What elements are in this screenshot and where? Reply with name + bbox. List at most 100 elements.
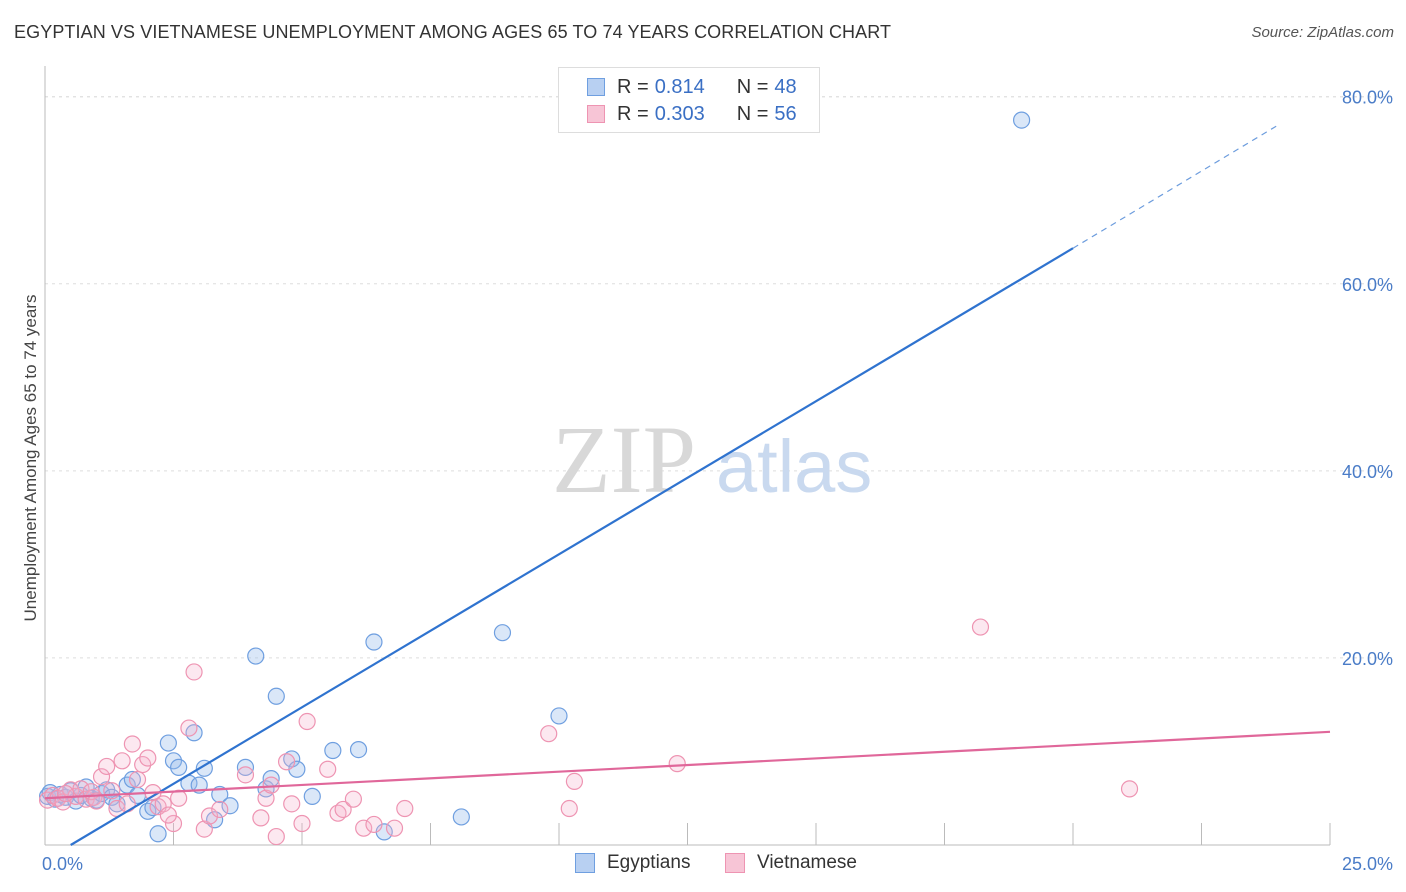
vietnamese-point-34: [277, 753, 296, 771]
vietnamese-point-33: [267, 827, 285, 846]
vietnamese-point-13: [113, 752, 131, 770]
series-legend: Egyptians Vietnamese: [0, 852, 1406, 878]
watermark-atlas: atlas: [716, 425, 872, 508]
vietnamese-point-35: [283, 795, 301, 813]
vietnamese-point-40: [334, 800, 352, 819]
vietnamese-point-46: [540, 725, 558, 743]
egyptians-point-46: [1012, 111, 1031, 129]
legend-n-value: 56: [774, 102, 797, 125]
y-tick-label-0: 20.0%: [1342, 649, 1393, 669]
legend-item-egyptians[interactable]: Egyptians: [575, 852, 690, 874]
vietnamese-point-38: [319, 760, 337, 778]
vietnamese-point-43: [365, 815, 383, 834]
watermark: ZIP atlas: [552, 406, 872, 513]
egyptians-point-21: [159, 734, 177, 752]
egyptians-point-44: [493, 624, 512, 642]
legend-row-egyptians: R = 0.814 N = 48: [587, 74, 797, 100]
tick-labels: 20.0% 40.0% 60.0% 80.0% 0.0% 25.0%: [42, 88, 1393, 874]
vietnamese-point-37: [298, 712, 316, 731]
vietnamese-point-32: [262, 776, 280, 794]
source-credit: Source: ZipAtlas.com: [1251, 24, 1394, 41]
egyptians-point-39: [324, 741, 342, 760]
y-tick-label-2: 60.0%: [1342, 275, 1393, 295]
vietnamese-point-52: [56, 784, 75, 803]
egyptians-point-25: [185, 724, 203, 742]
vietnamese-point-36: [293, 814, 311, 833]
legend-r-label: R =: [617, 102, 649, 125]
vietnamese-point-47: [565, 772, 584, 790]
data-points: [38, 108, 1139, 846]
vietnamese-point-45: [396, 799, 414, 818]
egyptians-point-35: [267, 687, 285, 705]
vietnamese-point-25: [185, 663, 203, 681]
legend-r-value: 0.814: [654, 75, 705, 98]
y-tick-label-3: 80.0%: [1342, 88, 1393, 108]
trend-lines: [44, 124, 1331, 846]
vietnamese-point-24: [180, 719, 198, 737]
vietnamese-point-44: [385, 819, 404, 837]
vietnamese-point-41: [344, 790, 362, 808]
vietnamese-point-51: [1120, 780, 1139, 798]
egyptians-point-20: [149, 825, 167, 843]
vietnamese-point-48: [560, 799, 578, 818]
vietnamese-trend-line: [44, 730, 1331, 800]
chart-title: EGYPTIAN VS VIETNAMESE UNEMPLOYMENT AMON…: [14, 22, 892, 42]
legend-swatch-egyptians: [575, 853, 595, 873]
legend-label-vietnamese: Vietnamese: [757, 852, 857, 873]
gridlines: [45, 96, 1392, 659]
egyptians-point-45: [550, 707, 568, 725]
legend-label-egyptians: Egyptians: [607, 852, 691, 873]
legend-item-vietnamese[interactable]: Vietnamese: [725, 852, 857, 874]
egyptians-point-16: [123, 770, 141, 789]
vietnamese-point-18: [139, 749, 157, 767]
egyptians-point-43: [452, 808, 470, 826]
vietnamese-point-30: [252, 809, 270, 827]
vietnamese-point-26: [195, 820, 213, 838]
legend-r-value: 0.303: [654, 102, 705, 125]
vietnamese-point-14: [118, 795, 136, 813]
correlation-legend: R = 0.814 N = 48 R = 0.303 N = 56: [558, 67, 820, 133]
vietnamese-point-16: [128, 770, 147, 789]
legend-swatch-vietnamese: [587, 105, 605, 123]
legend-swatch-egyptians: [587, 78, 605, 96]
egyptians-point-30: [221, 797, 239, 815]
watermark-zip: ZIP: [552, 406, 696, 513]
vietnamese-point-22: [164, 814, 183, 833]
egyptians-trend-line: [70, 247, 1074, 846]
vietnamese-point-31: [257, 789, 275, 807]
legend-row-vietnamese: R = 0.303 N = 56: [587, 101, 797, 127]
legend-n-value: 48: [774, 75, 797, 98]
egyptians-point-38: [303, 787, 321, 805]
axes: [44, 66, 1331, 846]
vietnamese-point-54: [87, 792, 106, 810]
x-tick-label-1: 25.0%: [1342, 854, 1393, 874]
vietnamese-point-50: [971, 618, 990, 636]
vietnamese-point-49: [668, 755, 686, 773]
vietnamese-point-28: [211, 800, 229, 819]
y-tick-label-1: 40.0%: [1342, 462, 1393, 482]
legend-n-label: N =: [736, 75, 769, 98]
egyptians-point-23: [170, 758, 188, 776]
vietnamese-point-42: [355, 819, 373, 837]
vietnamese-point-27: [200, 807, 219, 825]
egyptians-point-19: [144, 798, 162, 817]
legend-swatch-vietnamese: [725, 853, 745, 873]
vietnamese-point-1: [44, 786, 62, 805]
x-tick-label-0: 0.0%: [42, 854, 83, 874]
vietnamese-point-11: [103, 782, 121, 800]
legend-r-label: R =: [617, 75, 649, 98]
vietnamese-point-9: [92, 768, 111, 786]
vietnamese-point-29: [236, 766, 255, 784]
vietnamese-point-10: [98, 757, 116, 776]
egyptians-point-40: [349, 740, 368, 759]
legend-n-label: N =: [736, 102, 769, 125]
egyptians-point-36: [283, 750, 301, 768]
egyptians-trend-extension: [1072, 124, 1279, 249]
vietnamese-point-55: [159, 806, 177, 824]
y-axis-title: Unemployment Among Ages 65 to 74 years: [21, 295, 40, 622]
vietnamese-point-15: [123, 735, 141, 753]
vietnamese-point-21: [154, 795, 172, 813]
egyptians-point-32: [247, 647, 265, 665]
egyptians-point-41: [365, 633, 383, 651]
